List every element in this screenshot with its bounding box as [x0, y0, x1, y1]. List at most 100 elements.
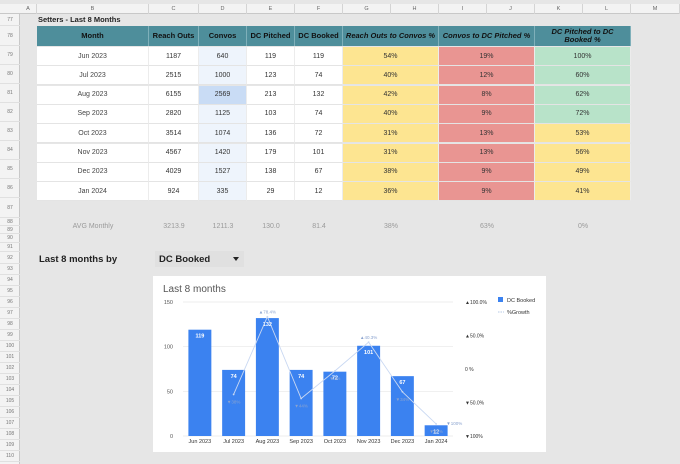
row-header-86[interactable]: 86	[0, 179, 20, 198]
cell-month[interactable]: Oct 2023	[37, 124, 149, 144]
cell-reach[interactable]: 2515	[149, 66, 199, 86]
cell-month[interactable]: Aug 2023	[37, 85, 149, 105]
row-header-101[interactable]: 101	[0, 352, 20, 363]
row-header-96[interactable]: 96	[0, 297, 20, 308]
cell-convos[interactable]: 1420	[199, 143, 247, 163]
cell-pitched[interactable]: 119	[247, 47, 295, 66]
cell-pitched[interactable]: 179	[247, 143, 295, 163]
cell-booked[interactable]: 74	[295, 104, 343, 124]
cell-c2p[interactable]: 9%	[439, 104, 535, 124]
cell-convos[interactable]: 1125	[199, 104, 247, 124]
column-header-j[interactable]: J	[487, 4, 535, 14]
cell-r2c[interactable]: 40%	[343, 104, 439, 124]
cell-p2b[interactable]: 56%	[535, 143, 631, 163]
cell-booked[interactable]: 132	[295, 85, 343, 105]
cell-convos[interactable]: 1074	[199, 124, 247, 144]
row-header-84[interactable]: 84	[0, 141, 20, 160]
row-header-91[interactable]: 91	[0, 243, 20, 252]
cell-booked[interactable]: 12	[295, 182, 343, 202]
row-header-81[interactable]: 81	[0, 84, 20, 103]
cell-month[interactable]: Sep 2023	[37, 104, 149, 124]
avg-r2c[interactable]: 38%	[383, 222, 398, 230]
row-header-110[interactable]: 110	[0, 451, 20, 462]
cell-c2p[interactable]: 13%	[439, 124, 535, 144]
row-header-103[interactable]: 103	[0, 374, 20, 385]
cell-reach[interactable]: 3514	[149, 124, 199, 144]
cell-r2c[interactable]: 42%	[343, 85, 439, 105]
column-header-e[interactable]: E	[247, 4, 295, 14]
column-header-d[interactable]: D	[199, 4, 247, 14]
column-header-c[interactable]: C	[149, 4, 199, 14]
cell-p2b[interactable]: 72%	[535, 104, 631, 124]
cell-reach[interactable]: 924	[149, 182, 199, 202]
row-header-78[interactable]: 78	[0, 26, 20, 46]
cell-pitched[interactable]: 138	[247, 162, 295, 182]
avg-p2b[interactable]: 0%	[577, 222, 589, 230]
column-header-f[interactable]: F	[295, 4, 343, 14]
cell-c2p[interactable]: 12%	[439, 66, 535, 86]
row-header-80[interactable]: 80	[0, 65, 20, 84]
header-convos-to-pitched[interactable]: Convos to DC Pitched %	[439, 26, 535, 46]
column-header-k[interactable]: K	[535, 4, 583, 14]
cell-p2b[interactable]: 41%	[535, 182, 631, 202]
row-header-79[interactable]: 79	[0, 46, 20, 65]
row-header-93[interactable]: 93	[0, 264, 20, 275]
cell-pitched[interactable]: 29	[247, 182, 295, 202]
cell-month[interactable]: Dec 2023	[37, 162, 149, 182]
cell-convos[interactable]: 1000	[199, 66, 247, 86]
cell-r2c[interactable]: 38%	[343, 162, 439, 182]
column-header-g[interactable]: G	[343, 4, 391, 14]
cell-c2p[interactable]: 9%	[439, 162, 535, 182]
cell-reach[interactable]: 1187	[149, 47, 199, 66]
cell-pitched[interactable]: 123	[247, 66, 295, 86]
header-reach-to-convos[interactable]: Reach Outs to Convos %	[343, 26, 439, 46]
cell-booked[interactable]: 74	[295, 66, 343, 86]
column-header-h[interactable]: H	[391, 4, 439, 14]
row-header-108[interactable]: 108	[0, 429, 20, 440]
metric-dropdown[interactable]: DC Booked	[155, 251, 244, 267]
cell-booked[interactable]: 119	[295, 47, 343, 66]
row-header-107[interactable]: 107	[0, 418, 20, 429]
cell-r2c[interactable]: 36%	[343, 182, 439, 202]
cell-r2c[interactable]: 40%	[343, 66, 439, 86]
cell-convos[interactable]: 2569	[199, 85, 247, 105]
cell-c2p[interactable]: 8%	[439, 85, 535, 105]
chart-container[interactable]: Last 8 months 0 50 100 150 ▲100.0% ▲50.0% 0 % ▼…	[153, 276, 546, 452]
column-header-m[interactable]: M	[631, 4, 680, 14]
column-header-b[interactable]: B	[37, 4, 149, 14]
cell-convos[interactable]: 335	[199, 182, 247, 202]
cell-c2p[interactable]: 19%	[439, 47, 535, 66]
row-header-88[interactable]: 88	[0, 218, 20, 226]
avg-reach[interactable]: 3213.9	[163, 222, 185, 230]
column-header-i[interactable]: I	[439, 4, 487, 14]
cell-month[interactable]: Jun 2023	[37, 47, 149, 66]
cell-reach[interactable]: 2820	[149, 104, 199, 124]
avg-c2p[interactable]: 63%	[479, 222, 494, 230]
row-header-100[interactable]: 100	[0, 341, 20, 352]
row-header-87[interactable]: 87	[0, 198, 20, 218]
row-header-83[interactable]: 83	[0, 122, 20, 141]
avg-booked[interactable]: 81.4	[312, 222, 326, 230]
cell-month[interactable]: Jul 2023	[37, 66, 149, 86]
cell-month[interactable]: Nov 2023	[37, 143, 149, 163]
column-header-a[interactable]: A	[20, 4, 37, 14]
row-header-92[interactable]: 92	[0, 252, 20, 264]
cell-booked[interactable]: 72	[295, 124, 343, 144]
row-header-82[interactable]: 82	[0, 103, 20, 122]
cell-month[interactable]: Jan 2024	[37, 182, 149, 202]
header-dc-pitched[interactable]: DC Pitched	[247, 26, 295, 46]
row-header-85[interactable]: 85	[0, 160, 20, 179]
row-header-102[interactable]: 102	[0, 363, 20, 374]
row-header-94[interactable]: 94	[0, 275, 20, 286]
cell-convos[interactable]: 640	[199, 47, 247, 66]
avg-convos[interactable]: 1211.3	[212, 222, 234, 230]
cell-p2b[interactable]: 60%	[535, 66, 631, 86]
row-header-89[interactable]: 89	[0, 226, 20, 234]
row-header-98[interactable]: 98	[0, 319, 20, 330]
cell-booked[interactable]: 67	[295, 162, 343, 182]
cell-reach[interactable]: 4029	[149, 162, 199, 182]
cell-p2b[interactable]: 62%	[535, 85, 631, 105]
row-header-97[interactable]: 97	[0, 308, 20, 319]
cell-c2p[interactable]: 13%	[439, 143, 535, 163]
row-header-104[interactable]: 104	[0, 385, 20, 396]
